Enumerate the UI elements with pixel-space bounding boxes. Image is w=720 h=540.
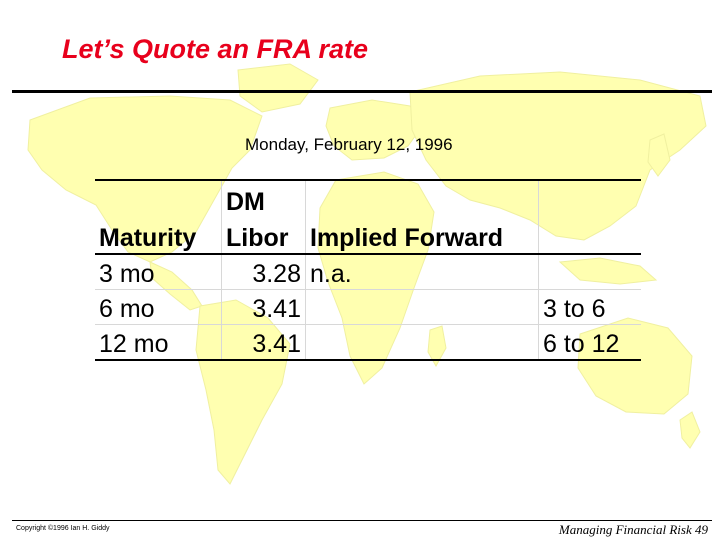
- table-header-row: Maturity Libor Implied Forward: [95, 217, 641, 255]
- maturity-cell: 3 mo: [95, 254, 222, 290]
- header-cell: [305, 179, 539, 217]
- implied-forward-cell: [305, 324, 539, 361]
- libor-cell: 3.28: [221, 254, 306, 290]
- header-cell-maturity: Maturity: [95, 217, 222, 255]
- copyright-notice: Copyright ©1996 Ian H. Giddy: [16, 525, 110, 532]
- period-cell: 6 to 12: [538, 324, 641, 361]
- table-row: 6 mo 3.41 3 to 6: [95, 289, 641, 325]
- period-cell: [538, 254, 641, 290]
- implied-forward-cell: n.a.: [305, 254, 539, 290]
- maturity-cell: 6 mo: [95, 289, 222, 325]
- header-cell-libor: Libor: [221, 217, 306, 255]
- slide-title: Let’s Quote an FRA rate: [62, 34, 369, 64]
- header-cell: [95, 179, 222, 217]
- fra-rate-table: DM Maturity Libor Implied Forward 3 mo 3…: [95, 179, 641, 361]
- header-cell-period: [538, 217, 641, 255]
- libor-cell: 3.41: [221, 289, 306, 325]
- period-cell: 3 to 6: [538, 289, 641, 325]
- title-divider: [12, 90, 712, 93]
- maturity-cell: 12 mo: [95, 324, 222, 361]
- implied-forward-cell: [305, 289, 539, 325]
- header-cell-implied-forward: Implied Forward: [305, 217, 539, 255]
- slide-reference: Managing Financial Risk 49: [558, 522, 708, 537]
- table-row: 12 mo 3.41 6 to 12: [95, 324, 641, 361]
- header-cell-dm: DM: [221, 179, 306, 217]
- quote-date: Monday, February 12, 1996: [245, 135, 453, 154]
- footer-divider: [12, 520, 712, 521]
- header-cell: [538, 179, 641, 217]
- table-header-row-top: DM: [95, 179, 641, 217]
- libor-cell: 3.41: [221, 324, 306, 361]
- table-row: 3 mo 3.28 n.a.: [95, 254, 641, 290]
